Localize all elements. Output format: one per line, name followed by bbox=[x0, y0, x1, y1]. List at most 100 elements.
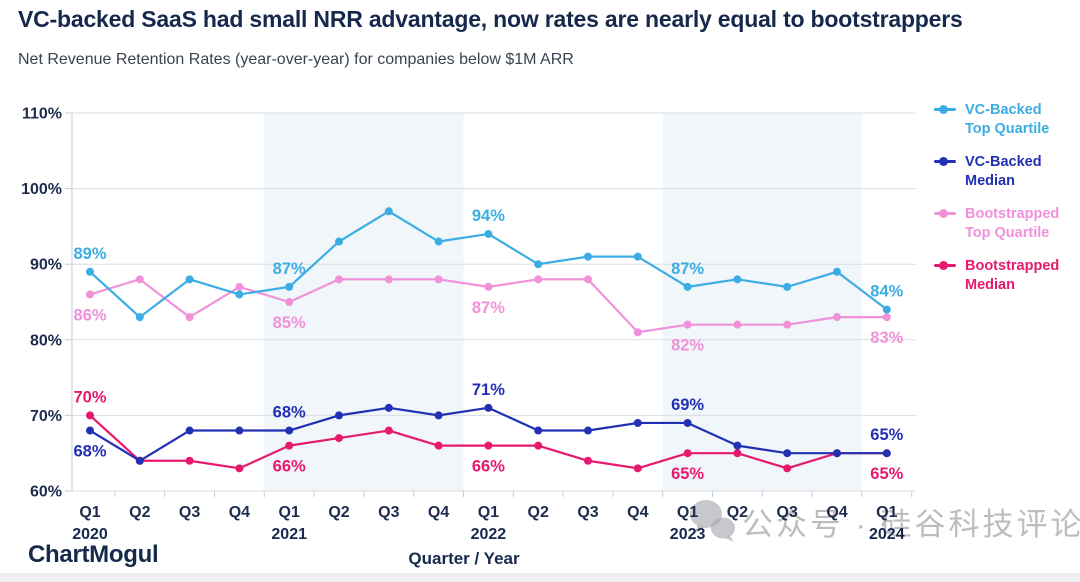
data-point-vc-backed-median bbox=[434, 411, 443, 420]
data-point-bootstrapped-top-quartile bbox=[384, 275, 393, 284]
y-tick-label: 90% bbox=[30, 257, 62, 274]
data-point-vc-backed-median bbox=[285, 426, 294, 435]
quarter-label: Q4 bbox=[428, 504, 449, 521]
data-point-bootstrapped-top-quartile bbox=[534, 275, 543, 284]
data-label: 65% bbox=[870, 426, 903, 444]
data-point-bootstrapped-top-quartile bbox=[135, 275, 144, 284]
data-point-vc-backed-median bbox=[833, 449, 841, 458]
data-label: 68% bbox=[273, 404, 306, 422]
data-label: 66% bbox=[273, 458, 306, 476]
data-point-bootstrapped-top-quartile bbox=[335, 275, 343, 284]
data-point-vc-backed-top-quartile bbox=[335, 237, 343, 246]
quarter-label: Q2 bbox=[528, 504, 549, 521]
wechat-icon bbox=[690, 500, 735, 542]
data-label: 84% bbox=[870, 283, 903, 301]
data-point-vc-backed-median bbox=[185, 426, 194, 435]
chart-subtitle: Net Revenue Retention Rates (year-over-y… bbox=[18, 51, 574, 68]
legend-marker-icon bbox=[934, 153, 956, 171]
data-point-vc-backed-median bbox=[86, 426, 94, 435]
data-point-bootstrapped-top-quartile bbox=[86, 290, 94, 299]
data-label: 71% bbox=[472, 381, 505, 399]
quarter-label: Q2 bbox=[129, 504, 150, 521]
legend-item-0: VC-Backed Top Quartile bbox=[934, 101, 1080, 138]
data-point-bootstrapped-median bbox=[633, 464, 642, 473]
quarter-label: Q4 bbox=[627, 504, 648, 521]
data-point-vc-backed-median bbox=[335, 411, 343, 420]
quarter-label: Q1 bbox=[677, 504, 698, 521]
data-label: 87% bbox=[273, 260, 306, 278]
data-point-bootstrapped-top-quartile bbox=[484, 282, 493, 291]
data-point-vc-backed-median bbox=[633, 418, 642, 427]
chart-title: VC-backed SaaS had small NRR advantage, … bbox=[18, 6, 963, 32]
data-label: 82% bbox=[671, 337, 704, 355]
data-label: 94% bbox=[472, 207, 505, 225]
data-point-bootstrapped-median bbox=[285, 441, 294, 450]
data-point-vc-backed-median bbox=[882, 449, 891, 458]
legend-item-label: VC-Backed Median bbox=[965, 154, 1042, 189]
data-label: 83% bbox=[870, 329, 903, 347]
year-label: 2021 bbox=[271, 526, 307, 543]
legend-item-label: VC-Backed Top Quartile bbox=[965, 102, 1050, 137]
data-point-vc-backed-median bbox=[135, 456, 144, 465]
data-label: 69% bbox=[671, 396, 704, 414]
data-point-bootstrapped-top-quartile bbox=[584, 275, 592, 284]
x-axis-title: Quarter / Year bbox=[408, 549, 520, 568]
data-point-bootstrapped-median bbox=[534, 441, 543, 450]
data-point-bootstrapped-top-quartile bbox=[633, 328, 642, 337]
quarter-label: Q2 bbox=[727, 504, 748, 521]
data-point-bootstrapped-median bbox=[86, 411, 94, 420]
data-label: 65% bbox=[671, 465, 704, 483]
data-point-vc-backed-median bbox=[235, 426, 244, 435]
data-point-vc-backed-top-quartile bbox=[384, 207, 393, 216]
data-label: 66% bbox=[472, 458, 505, 476]
data-point-vc-backed-median bbox=[484, 403, 493, 412]
data-point-vc-backed-top-quartile bbox=[882, 305, 891, 314]
data-point-bootstrapped-top-quartile bbox=[285, 298, 294, 306]
data-point-vc-backed-top-quartile bbox=[633, 252, 642, 261]
data-point-bootstrapped-median bbox=[384, 426, 393, 435]
data-point-bootstrapped-top-quartile bbox=[185, 313, 194, 322]
quarter-label: Q4 bbox=[826, 504, 847, 521]
data-point-vc-backed-top-quartile bbox=[833, 267, 841, 276]
quarter-label: Q3 bbox=[179, 504, 200, 521]
data-point-bootstrapped-top-quartile bbox=[733, 320, 742, 329]
data-point-vc-backed-median bbox=[733, 441, 742, 450]
data-point-bootstrapped-median bbox=[683, 449, 692, 458]
data-point-bootstrapped-median bbox=[335, 434, 343, 443]
quarter-label: Q4 bbox=[229, 504, 250, 521]
legend-marker-icon bbox=[934, 257, 956, 275]
data-label: 86% bbox=[73, 306, 106, 324]
data-point-vc-backed-top-quartile bbox=[534, 260, 543, 269]
data-label: 70% bbox=[73, 388, 106, 406]
legend-item-2: Bootstrapped Top Quartile bbox=[934, 205, 1080, 242]
data-point-bootstrapped-median bbox=[185, 456, 194, 465]
data-point-vc-backed-top-quartile bbox=[285, 282, 294, 291]
data-point-bootstrapped-top-quartile bbox=[783, 320, 792, 329]
data-point-vc-backed-median bbox=[534, 426, 543, 435]
watermark: 公众号 · 硅谷科技评论 bbox=[686, 497, 1080, 545]
quarter-label: Q3 bbox=[577, 504, 598, 521]
data-point-vc-backed-top-quartile bbox=[733, 275, 742, 284]
data-point-vc-backed-top-quartile bbox=[235, 290, 244, 299]
quarter-label: Q2 bbox=[328, 504, 349, 521]
nrr-line-chart: 60% 70% 80% 90% 100% 110% Q1 Q2 Q3 Q4 Q1 Q2 Q3 Q4 Q1 Q2… bbox=[21, 106, 916, 543]
data-point-vc-backed-top-quartile bbox=[783, 282, 792, 291]
bottom-strip bbox=[0, 573, 1080, 582]
legend-item-3: Bootstrapped Median bbox=[934, 257, 1080, 294]
data-point-vc-backed-top-quartile bbox=[434, 237, 443, 246]
data-label: 68% bbox=[73, 443, 106, 461]
y-tick-label: 110% bbox=[22, 106, 62, 123]
data-point-bootstrapped-median bbox=[484, 441, 493, 450]
data-label: 85% bbox=[273, 314, 306, 332]
data-label: 65% bbox=[870, 465, 903, 483]
chart-legend: VC-Backed Top Quartile VC-Backed Median Boot… bbox=[934, 101, 1080, 309]
data-point-bootstrapped-top-quartile bbox=[882, 313, 891, 322]
data-point-vc-backed-top-quartile bbox=[185, 275, 194, 284]
legend-marker-icon bbox=[934, 205, 956, 223]
watermark-text: 公众号 · 硅谷科技评论 bbox=[742, 506, 1080, 542]
data-point-bootstrapped-top-quartile bbox=[833, 313, 841, 322]
data-point-bootstrapped-median bbox=[733, 449, 742, 458]
data-point-vc-backed-median bbox=[683, 418, 692, 427]
data-point-bootstrapped-median bbox=[584, 456, 592, 465]
quarter-label: Q1 bbox=[79, 504, 100, 521]
